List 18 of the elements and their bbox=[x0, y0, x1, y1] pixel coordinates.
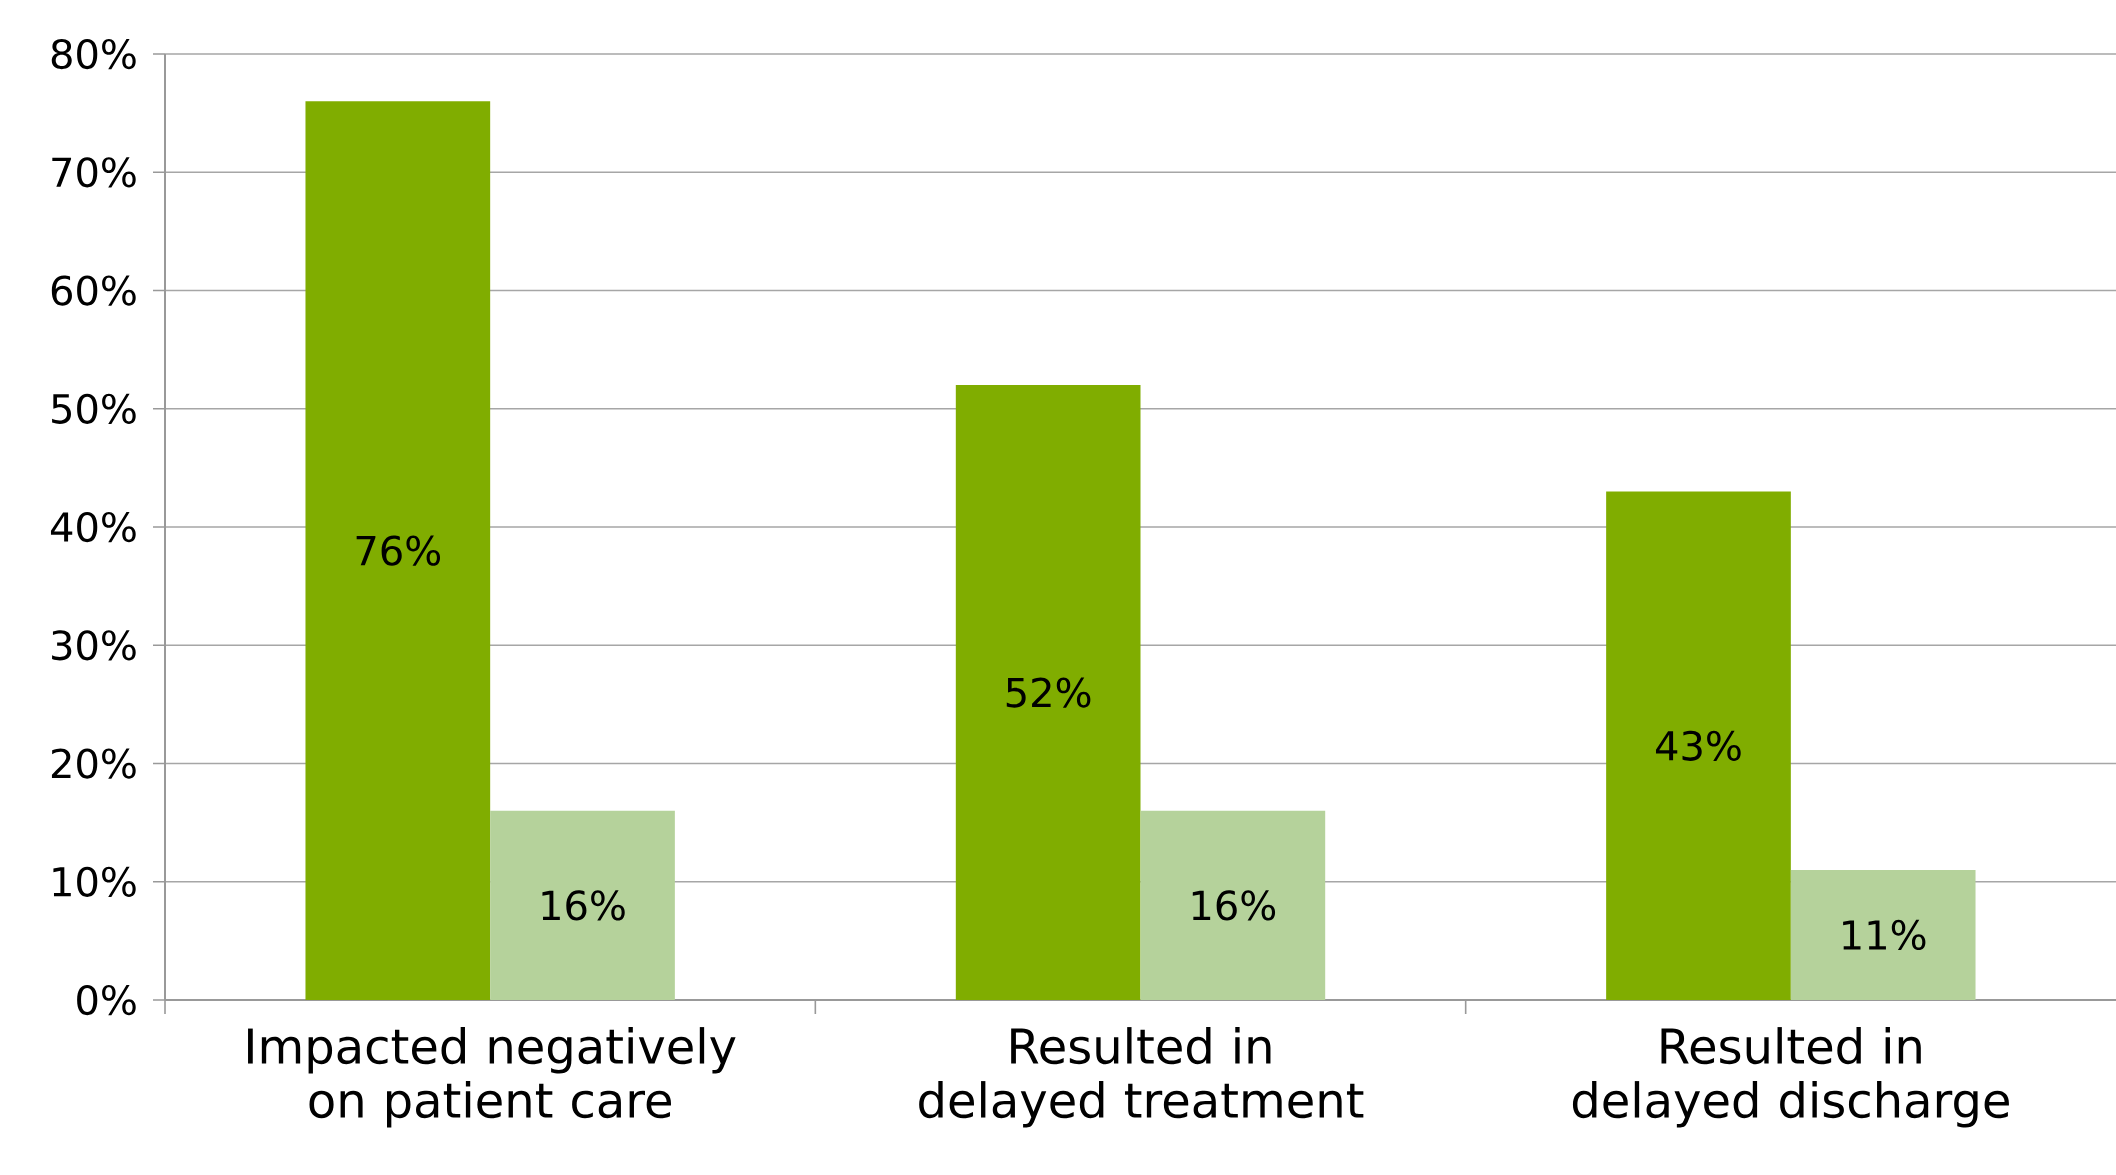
data-label: 16% bbox=[542, 890, 625, 921]
y-tick-label: 0% bbox=[77, 984, 136, 1016]
data-label: 43% bbox=[1655, 730, 1741, 761]
y-tick-label: 80% bbox=[51, 38, 136, 70]
y-tick-label: 50% bbox=[52, 393, 136, 424]
data-label: 52% bbox=[1006, 677, 1091, 708]
data-label: 11% bbox=[1843, 919, 1926, 951]
y-tick-label: 60% bbox=[51, 275, 136, 306]
y-tick-label: 20% bbox=[51, 748, 136, 779]
y-tick-label: 70% bbox=[52, 157, 136, 188]
x-tick-label: Resulted in delayed discharge bbox=[1572, 1027, 2009, 1128]
y-tick-label: 40% bbox=[50, 511, 136, 543]
x-tick-label: Impacted negatively on patient care bbox=[248, 1027, 736, 1128]
y-tick-label: 10% bbox=[53, 866, 136, 897]
x-tick-label: Resulted in delayed treatment bbox=[919, 1027, 1364, 1128]
y-tick-label: 30% bbox=[52, 630, 136, 661]
data-label: 16% bbox=[1192, 890, 1276, 921]
data-label: 76% bbox=[356, 535, 441, 566]
